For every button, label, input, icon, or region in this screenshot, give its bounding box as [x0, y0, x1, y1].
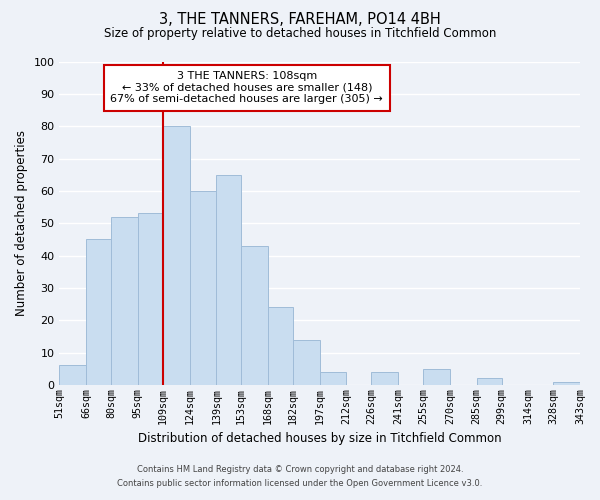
- Text: Size of property relative to detached houses in Titchfield Common: Size of property relative to detached ho…: [104, 28, 496, 40]
- Y-axis label: Number of detached properties: Number of detached properties: [15, 130, 28, 316]
- Bar: [163, 126, 190, 385]
- Text: 3, THE TANNERS, FAREHAM, PO14 4BH: 3, THE TANNERS, FAREHAM, PO14 4BH: [159, 12, 441, 28]
- Bar: [138, 214, 163, 385]
- Bar: [476, 378, 502, 385]
- Bar: [320, 372, 346, 385]
- Bar: [190, 191, 217, 385]
- Bar: [553, 382, 580, 385]
- Bar: [371, 372, 398, 385]
- Bar: [423, 368, 450, 385]
- Text: Contains HM Land Registry data © Crown copyright and database right 2024.
Contai: Contains HM Land Registry data © Crown c…: [118, 466, 482, 487]
- X-axis label: Distribution of detached houses by size in Titchfield Common: Distribution of detached houses by size …: [138, 432, 502, 445]
- Bar: [241, 246, 268, 385]
- Text: 3 THE TANNERS: 108sqm
← 33% of detached houses are smaller (148)
67% of semi-det: 3 THE TANNERS: 108sqm ← 33% of detached …: [110, 71, 383, 104]
- Bar: [59, 366, 86, 385]
- Bar: [111, 216, 138, 385]
- Bar: [86, 240, 111, 385]
- Bar: [268, 308, 293, 385]
- Bar: [217, 174, 241, 385]
- Bar: [293, 340, 320, 385]
